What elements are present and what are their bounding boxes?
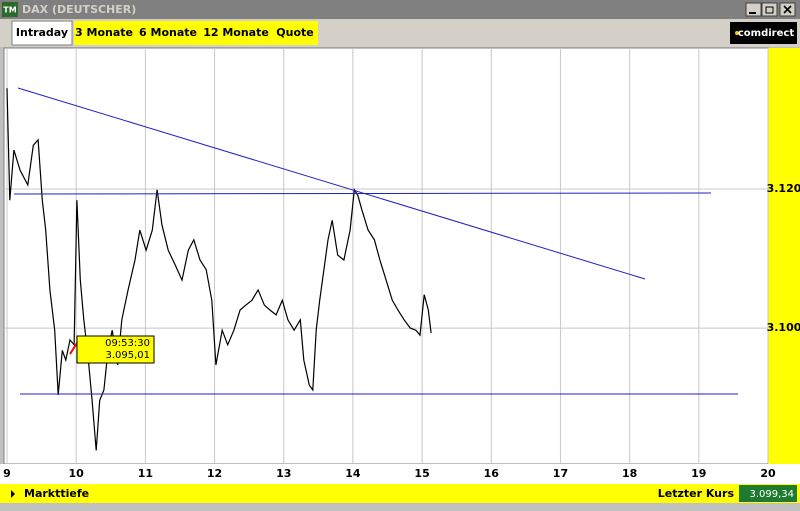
x-tick-label: 20 [760,467,776,480]
x-tick-label: 18 [622,467,637,480]
tab[interactable]: Quote [276,26,313,39]
title-bar [0,0,800,19]
y-tick-label: 3.100 [767,321,800,334]
x-tick-label: 14 [345,467,361,480]
tooltip-price: 3.095,01 [105,350,150,361]
minimize-button[interactable] [745,2,762,17]
brand-dot [735,31,739,35]
window-title: DAX (DEUTSCHER) [22,3,136,16]
status-bar [0,484,800,503]
x-tick-label: 9 [3,467,11,480]
x-tick-label: 19 [691,467,706,480]
brand: comdirect [738,28,794,39]
x-tick-label: 15 [414,467,429,480]
app-icon-text: TM [3,6,16,15]
x-tick-label: 16 [484,467,500,480]
restore-button[interactable] [761,2,778,17]
tab-active[interactable] [11,20,73,46]
x-tick-label: 12 [207,467,222,480]
last-price-box [739,485,797,502]
brand-box [730,22,797,44]
last-price: 3.099,34 [749,489,794,500]
tab[interactable]: 12 Monate [203,26,269,39]
x-tick-label: 11 [138,467,153,480]
trend-line [13,192,712,195]
price-line [6,88,432,451]
x-axis-panel [0,464,800,484]
tab[interactable]: 3 Monate [75,26,133,39]
trend-line [17,87,646,280]
last-price-label: Letzter Kurs [658,487,735,500]
trend-lines [13,87,738,395]
tab[interactable]: Intraday [16,26,68,39]
tooltip: 09:53:30 3.095,01 [69,335,155,364]
link-arrow [11,490,15,498]
tab[interactable]: 6 Monate [139,26,197,39]
tooltip-time: 09:53:30 [105,338,150,349]
y-tick-label: 3.120 [767,182,800,195]
depth-link[interactable]: Markttiefe [24,487,89,500]
window-buttons[interactable] [745,2,796,17]
restore-icon [765,6,774,14]
x-tick-label: 10 [69,467,85,480]
tab-strip [74,21,318,45]
tooltip-box [76,335,155,364]
app-icon [2,2,18,17]
close-icon [783,5,792,14]
plot-area [3,47,769,465]
x-tick-label: 17 [553,467,568,480]
y-axis-panel [768,48,800,464]
tooltip-pointer [69,342,78,355]
x-tick-label: 13 [276,467,291,480]
